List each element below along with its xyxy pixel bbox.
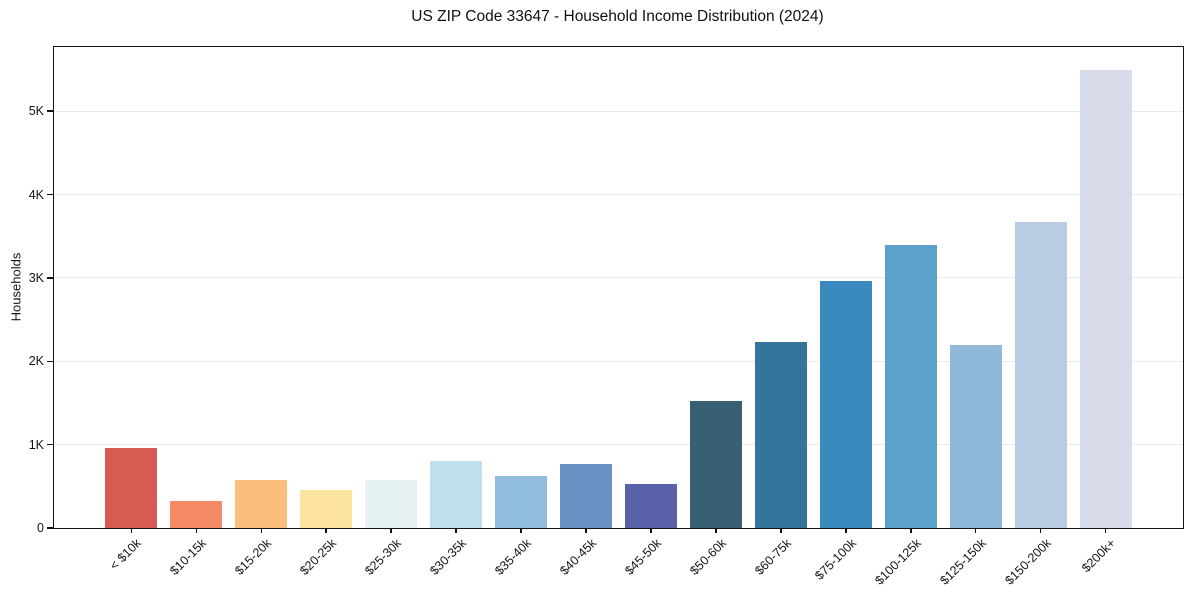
y-tick-mark xyxy=(47,527,53,529)
x-tick-mark xyxy=(780,528,782,533)
bar-100-125k xyxy=(884,245,937,528)
y-axis-label: Households xyxy=(8,252,24,322)
x-tick-label: $45-50k xyxy=(622,536,664,578)
y-tick-mark xyxy=(47,443,53,446)
x-tick-label: $35-40k xyxy=(492,536,534,578)
x-tick-mark xyxy=(195,528,197,533)
chart-title: US ZIP Code 33647 - Household Income Dis… xyxy=(411,8,824,25)
x-tick-label: $125-150k xyxy=(937,536,989,588)
bar-50-60k xyxy=(689,401,742,528)
x-tick-label: $60-75k xyxy=(751,536,794,578)
bar-40-45k xyxy=(560,463,612,528)
bar-10k xyxy=(105,447,158,528)
y-tick-mark xyxy=(47,110,53,112)
bar-25-30k xyxy=(365,479,418,528)
gridline-2K xyxy=(54,360,1183,362)
y-tick-mark xyxy=(47,193,53,196)
x-tick-label: $150-200k xyxy=(1001,536,1054,588)
y-tick-label: 5K xyxy=(28,104,44,119)
bar-75-100k xyxy=(819,281,872,528)
x-tick-label: < $10k xyxy=(107,536,145,573)
x-tick-mark xyxy=(1040,528,1042,533)
x-tick-mark xyxy=(585,528,587,533)
gridline-5K xyxy=(54,110,1183,112)
x-tick-label: $15-20k xyxy=(232,536,275,578)
x-tick-label: $100-125k xyxy=(872,536,924,588)
x-tick-mark xyxy=(260,528,262,533)
bar-10-15k xyxy=(170,500,223,528)
x-tick-label: $25-30k xyxy=(362,536,405,578)
x-tick-mark xyxy=(455,528,457,533)
gridline-1K xyxy=(54,444,1183,446)
x-tick-mark xyxy=(325,528,327,533)
x-tick-mark xyxy=(910,528,912,533)
x-tick-mark xyxy=(520,528,522,533)
plot-area: 0 1K 2K 3K 4K 5K < $10k $10-15k $15-20k $20-25k $2… xyxy=(29,46,1184,588)
bar-45-50k xyxy=(624,483,677,528)
y-tick-label: 3K xyxy=(28,270,44,285)
x-tick-label: $200k+ xyxy=(1079,536,1119,576)
x-tick-mark xyxy=(650,528,652,533)
x-tick-label: $40-45k xyxy=(557,536,599,578)
x-tick-mark xyxy=(130,528,132,533)
y-tick-mark xyxy=(47,360,53,362)
bar-20-25k xyxy=(300,489,353,528)
x-tick-mark xyxy=(975,528,977,533)
y-tick-label: 4K xyxy=(28,187,44,202)
bar-35-40k xyxy=(495,475,548,528)
y-tick-label: 1K xyxy=(28,437,44,452)
x-tick-label: $20-25k xyxy=(297,536,340,578)
y-tick-label: 2K xyxy=(28,354,44,369)
x-tick-label: $50-60k xyxy=(687,536,729,578)
gridline-4K xyxy=(54,194,1183,196)
bar-200k xyxy=(1079,69,1132,528)
bar-125-150k xyxy=(949,344,1002,528)
bar-15-20k xyxy=(235,480,288,528)
x-tick-mark xyxy=(1104,528,1107,533)
bar-60-75k xyxy=(754,342,807,528)
y-tick-mark xyxy=(47,277,53,279)
x-tick-mark xyxy=(845,528,847,533)
y-tick-label: 0 xyxy=(37,521,44,535)
bar-30-35k xyxy=(430,461,483,528)
bar-150-200k xyxy=(1014,222,1067,528)
x-tick-label: $75-100k xyxy=(812,536,859,583)
x-tick-mark xyxy=(390,528,392,533)
x-tick-label: $10-15k xyxy=(167,536,210,578)
gridline-3K xyxy=(54,277,1183,279)
x-tick-label: $30-35k xyxy=(427,536,470,578)
x-tick-mark xyxy=(715,528,717,533)
